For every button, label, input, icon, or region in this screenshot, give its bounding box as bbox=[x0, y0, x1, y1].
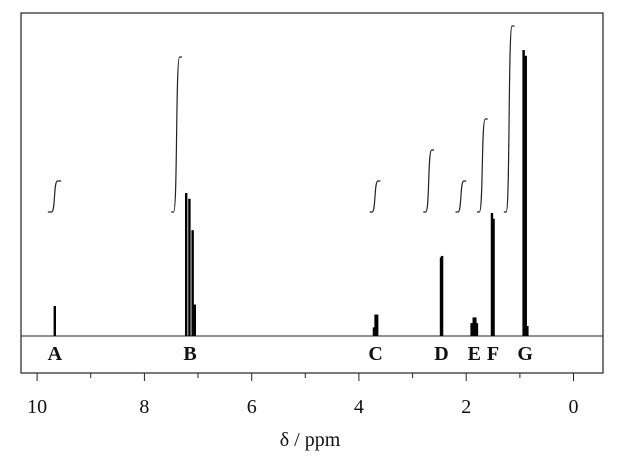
integral-2 bbox=[369, 180, 381, 213]
peak-label-F: F bbox=[487, 343, 499, 365]
peak-label-G: G bbox=[517, 343, 533, 365]
tick-label: 8 bbox=[139, 396, 149, 418]
integral-1 bbox=[171, 56, 182, 213]
integral-5 bbox=[476, 118, 488, 213]
peak-13 bbox=[475, 323, 479, 336]
peak-12 bbox=[474, 317, 477, 336]
tick-label: 6 bbox=[247, 396, 257, 418]
peak-18 bbox=[526, 325, 529, 336]
integral-curves bbox=[47, 25, 515, 213]
peak-label-C: C bbox=[368, 343, 382, 365]
tick-label: 4 bbox=[354, 396, 364, 418]
integral-6 bbox=[503, 25, 515, 213]
peak-label-E: E bbox=[468, 343, 481, 365]
peak-1 bbox=[185, 193, 188, 336]
peak-11 bbox=[472, 317, 475, 336]
x-axis-ticks: 10 8 6 4 2 0 bbox=[27, 373, 579, 418]
peak-3 bbox=[191, 230, 194, 336]
peak-15 bbox=[492, 218, 495, 336]
x-axis-title: δ / ppm bbox=[280, 429, 341, 451]
tick-label: 10 bbox=[27, 396, 47, 418]
peak-16 bbox=[522, 50, 525, 336]
tick-label: 0 bbox=[569, 396, 579, 418]
integral-3 bbox=[423, 149, 434, 213]
peak-17 bbox=[524, 55, 527, 336]
plot-frame bbox=[20, 12, 604, 374]
peak-label-A: A bbox=[48, 343, 63, 365]
spectrum-peaks bbox=[53, 50, 529, 336]
peak-4 bbox=[193, 304, 196, 336]
peak-5 bbox=[372, 327, 376, 336]
peak-6 bbox=[374, 314, 377, 336]
integral-4 bbox=[455, 180, 467, 213]
peak-9 bbox=[440, 255, 444, 336]
peak-7 bbox=[375, 314, 379, 336]
peak-0 bbox=[53, 305, 56, 336]
peak-label-B: B bbox=[183, 343, 196, 365]
peak-14 bbox=[490, 213, 494, 336]
peak-10 bbox=[470, 323, 473, 336]
integral-0 bbox=[47, 180, 62, 213]
peak-2 bbox=[188, 198, 191, 336]
peak-label-D: D bbox=[434, 343, 448, 365]
tick-label: 2 bbox=[461, 396, 471, 418]
